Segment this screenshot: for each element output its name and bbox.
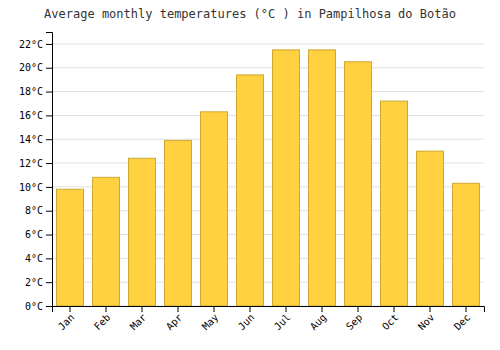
x-tick-mark <box>322 306 323 312</box>
x-tick: Jan <box>56 306 77 332</box>
y-tick-mark <box>46 44 52 45</box>
x-tick-label: Aug <box>308 312 329 333</box>
y-tick: 22°C <box>19 39 52 50</box>
y-tick-mark <box>46 139 52 140</box>
x-tick-mark <box>286 306 287 312</box>
grid-line <box>52 67 484 68</box>
x-tick-label: May <box>200 312 221 333</box>
bar <box>93 177 120 306</box>
y-tick-mark <box>46 282 52 283</box>
y-tick: 20°C <box>19 62 52 73</box>
x-tick-mark <box>358 306 359 312</box>
x-tick-label: Apr <box>164 312 185 333</box>
x-tick: Oct <box>380 306 401 332</box>
y-tick-mark <box>46 258 52 259</box>
bar <box>129 158 156 306</box>
x-axis-line <box>53 307 485 313</box>
x-tick: Mar <box>128 306 149 332</box>
grid <box>52 44 484 306</box>
y-tick: 8°C <box>25 205 52 216</box>
x-tick: Jun <box>236 306 257 332</box>
x-tick-mark <box>250 306 251 312</box>
y-tick-label: 18°C <box>19 86 43 97</box>
y-tick-mark <box>46 68 52 69</box>
y-tick-label: 0°C <box>25 301 43 312</box>
x-tick: Dec <box>452 306 473 332</box>
x-tick: Sep <box>344 306 365 332</box>
y-tick: 0°C <box>25 301 52 312</box>
y-tick-label: 8°C <box>25 205 43 216</box>
y-tick: 14°C <box>19 134 52 145</box>
bar <box>57 189 84 306</box>
y-tick-mark <box>46 306 52 307</box>
x-tick-mark <box>214 306 215 312</box>
bar <box>273 50 300 306</box>
y-tick-mark <box>46 92 52 93</box>
x-tick-label: Dec <box>452 312 473 333</box>
x-tick-mark <box>394 306 395 312</box>
x-tick: May <box>200 306 221 332</box>
grid-line <box>52 115 484 116</box>
x-tick-label: Mar <box>128 312 149 333</box>
y-tick-mark <box>46 187 52 188</box>
y-tick-mark <box>46 235 52 236</box>
bar <box>165 140 192 306</box>
chart: Average monthly temperatures (°C ) in Pa… <box>0 0 500 350</box>
y-tick-label: 20°C <box>19 62 43 73</box>
y-tick: 2°C <box>25 277 52 288</box>
bar <box>453 183 480 306</box>
y-tick: 12°C <box>19 158 52 169</box>
x-tick-mark <box>142 306 143 312</box>
x-tick-mark <box>466 306 467 312</box>
y-tick-label: 6°C <box>25 229 43 240</box>
y-tick: 6°C <box>25 229 52 240</box>
bar <box>417 151 444 306</box>
x-tick: Feb <box>92 306 113 332</box>
x-tick-label: Jan <box>56 312 77 333</box>
x-tick-mark <box>178 306 179 312</box>
y-tick-label: 14°C <box>19 134 43 145</box>
y-tick-mark <box>46 115 52 116</box>
x-tick-label: Oct <box>380 312 401 333</box>
grid-line <box>52 43 484 44</box>
y-axis: 0°C 2°C 4°C 6°C 8°C 10°C 12°C 14°C 16°C 18°C 20°C 2… <box>19 33 53 312</box>
grid-line <box>52 91 484 92</box>
y-tick-mark <box>46 163 52 164</box>
x-tick: Jul <box>272 306 293 332</box>
grid-line <box>52 139 484 140</box>
y-tick-mark <box>46 211 52 212</box>
bar <box>381 101 408 306</box>
bar <box>345 62 372 306</box>
y-tick-label: 2°C <box>25 277 43 288</box>
x-axis: Jan Feb Mar Apr May Jun Jul Aug Sep Oct Nov Dec <box>53 306 485 332</box>
y-tick-label: 10°C <box>19 182 43 193</box>
x-tick-mark <box>106 306 107 312</box>
x-tick: Nov <box>416 306 437 332</box>
y-tick-label: 4°C <box>25 253 43 264</box>
plot: 0°C 2°C 4°C 6°C 8°C 10°C 12°C 14°C 16°C 18°C 20°C 2… <box>19 33 485 333</box>
bar <box>201 112 228 306</box>
y-tick: 10°C <box>19 182 52 193</box>
y-tick: 4°C <box>25 253 52 264</box>
y-tick: 18°C <box>19 86 52 97</box>
y-tick-label: 12°C <box>19 158 43 169</box>
bars <box>57 50 480 306</box>
y-tick-label: 16°C <box>19 110 43 121</box>
x-tick: Aug <box>308 306 329 332</box>
x-tick-label: Sep <box>344 312 365 333</box>
x-tick: Apr <box>164 306 185 332</box>
title: Average monthly temperatures (°C ) in Pa… <box>44 7 456 21</box>
x-tick-label: Feb <box>92 312 113 333</box>
bar <box>237 75 264 306</box>
x-tick-mark <box>430 306 431 312</box>
x-tick-label: Nov <box>416 312 437 333</box>
bar <box>309 50 336 306</box>
y-tick-label: 22°C <box>19 39 43 50</box>
x-tick-mark <box>70 306 71 312</box>
x-tick-label: Jun <box>236 312 257 333</box>
x-tick-label: Jul <box>272 312 293 333</box>
y-tick: 16°C <box>19 110 52 121</box>
y-axis-line <box>46 33 53 307</box>
